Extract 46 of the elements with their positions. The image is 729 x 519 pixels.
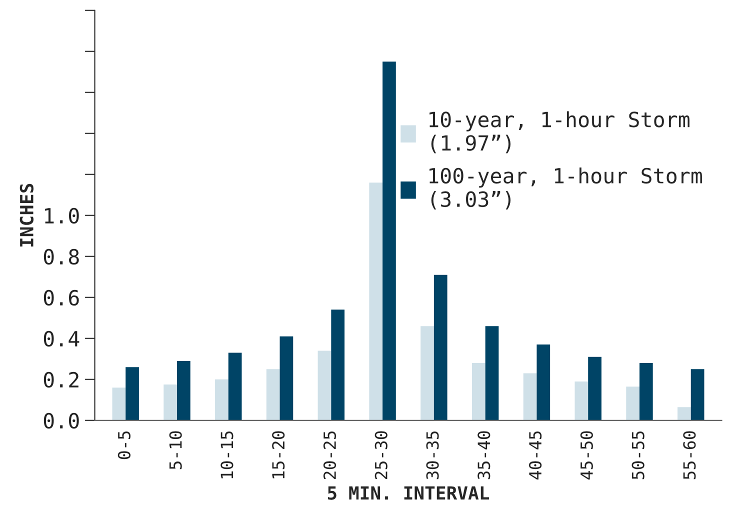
x-tick-label: 35-40: [478, 431, 490, 480]
bar: [626, 386, 640, 420]
x-tick-label: 25-30: [374, 431, 388, 480]
bar: [690, 369, 704, 420]
y-tick-label: 0.2: [44, 372, 78, 388]
bar: [485, 326, 499, 420]
bar: [574, 381, 588, 420]
bar: [280, 336, 294, 420]
x-tick-label: 0-5: [118, 431, 130, 460]
legend-label: 10-year, 1-hour Storm (1.97”): [430, 111, 690, 154]
bar: [318, 350, 332, 420]
bar: [266, 369, 280, 420]
bar: [126, 367, 139, 420]
x-tick-label: 45-50: [580, 431, 593, 480]
x-tick-label: 50-55: [632, 431, 644, 480]
y-tick-label: 0.6: [44, 290, 79, 306]
legend-label: 100-year, 1-hour Storm (3.03”): [430, 167, 702, 210]
x-axis-title: 5 MIN. INTERVAL: [328, 486, 490, 500]
x-tick-label: 5-10: [169, 431, 182, 470]
y-tick-label: 0.8: [44, 248, 79, 265]
bar: [164, 384, 177, 420]
bar: [331, 310, 345, 420]
x-tick-label: 55-60: [683, 431, 696, 480]
bar: [678, 407, 691, 420]
x-tick-label: 20-25: [323, 431, 336, 480]
bar: [382, 62, 396, 420]
y-tick-label: 0.4: [44, 330, 80, 347]
y-tick-label: 0.0: [44, 412, 79, 429]
x-tick-label: 10-15: [220, 431, 234, 478]
bar: [228, 352, 242, 420]
bar: [112, 388, 126, 420]
y-tick-label: 1.0: [45, 208, 79, 224]
bar: [639, 362, 653, 420]
x-tick-label: 15-20: [272, 431, 285, 478]
y-axis-title: INCHES: [20, 184, 34, 246]
bar: [434, 274, 448, 420]
x-tick-label: 30-35: [426, 431, 439, 480]
bar: [472, 362, 486, 420]
x-tick-label: 40-45: [528, 431, 542, 480]
bar: [369, 182, 383, 420]
bar: [536, 344, 550, 420]
bar: [523, 373, 537, 420]
bar: [215, 379, 228, 420]
bar: [176, 360, 190, 420]
bar: [588, 356, 602, 420]
bar: [420, 326, 434, 420]
